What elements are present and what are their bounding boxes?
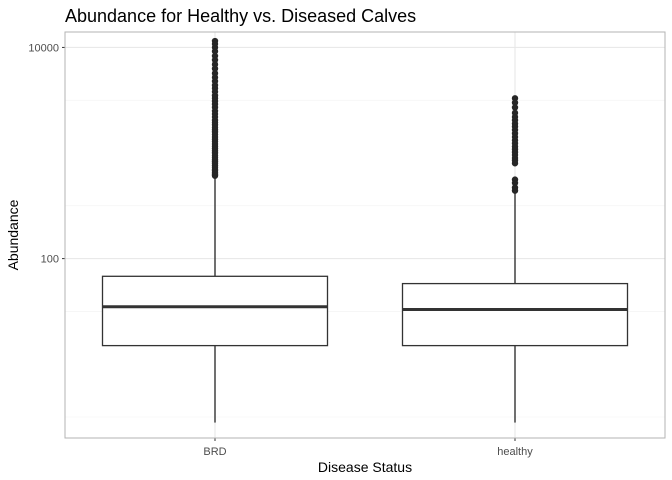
outlier-point (211, 52, 219, 60)
box-healthy (401, 95, 629, 423)
tick-layer: 100 10000 BRD healthy (28, 42, 533, 458)
x-tick-label: BRD (203, 446, 226, 458)
y-axis-title: Abundance (5, 199, 21, 270)
outlier-point (511, 109, 519, 117)
x-tick-label: healthy (497, 446, 533, 458)
outlier-point (211, 61, 219, 68)
iqr-box (101, 275, 329, 347)
outlier-point (211, 37, 219, 45)
box-BRD (101, 37, 329, 423)
y-tick-label: 100 (41, 254, 59, 266)
y-tick-label: 10000 (28, 42, 59, 54)
outlier-point (511, 104, 519, 111)
chart-title: Abundance for Healthy vs. Diseased Calve… (65, 6, 416, 26)
grid-layer (65, 32, 665, 438)
x-axis-title: Disease Status (318, 459, 412, 475)
iqr-box (401, 282, 629, 347)
box-layer (101, 37, 629, 423)
outlier-point (511, 176, 519, 183)
outlier-point (511, 184, 519, 191)
panel-border (64, 31, 666, 439)
outlier-point (511, 95, 519, 102)
outlier-point (211, 70, 219, 77)
